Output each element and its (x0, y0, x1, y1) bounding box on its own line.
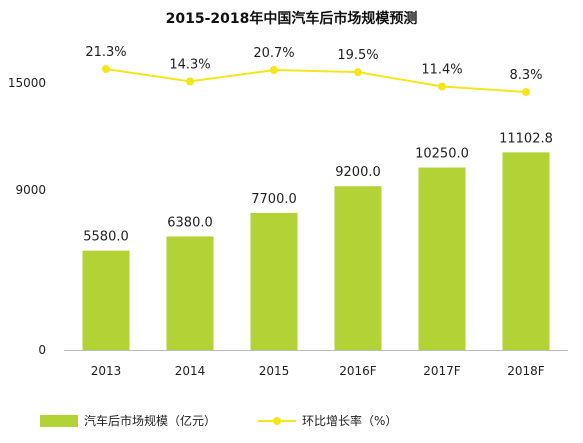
chart-title: 2015-2018年中国汽车后市场规模预测 (165, 11, 418, 27)
bar-value-label: 5580.0 (83, 230, 129, 245)
bar-value-label: 10250.0 (415, 147, 469, 162)
x-tick-label: 2018F (507, 364, 545, 378)
growth-point-2013 (102, 65, 110, 73)
x-tick-label: 2016F (339, 364, 377, 378)
bar-2018F (502, 152, 550, 350)
bar-2016F (334, 186, 382, 350)
growth-value-label: 21.3% (85, 45, 126, 60)
chart-legend: 汽车后市场规模（亿元） 环比增长率（%） (0, 412, 583, 432)
growth-point-2016F (354, 68, 362, 77)
growth-value-label: 20.7% (253, 46, 294, 61)
bar-value-label: 6380.0 (167, 215, 213, 230)
bar-value-label: 7700.0 (251, 192, 297, 207)
y-tick-label: 9000 (15, 183, 46, 197)
x-tick-label: 2013 (91, 364, 122, 378)
legend-item-line: 环比增长率（%） (258, 412, 397, 429)
growth-point-2018F (522, 88, 530, 96)
growth-point-2015 (270, 66, 278, 75)
y-tick-label: 15000 (8, 76, 46, 90)
growth-value-label: 14.3% (169, 57, 210, 72)
bar-2015 (250, 212, 298, 350)
x-tick-label: 2017F (423, 364, 461, 378)
bar-2017F (418, 167, 466, 350)
growth-value-label: 8.3% (509, 68, 542, 83)
growth-point-2014 (186, 77, 194, 86)
legend-line-label: 环比增长率（%） (302, 414, 398, 428)
bar-2014 (166, 236, 214, 350)
growth-value-label: 19.5% (337, 48, 378, 63)
growth-point-2017F (438, 82, 446, 91)
bar-2013 (82, 250, 130, 350)
legend-bar-label: 汽车后市场规模（亿元） (84, 414, 217, 428)
x-tick-label: 2014 (175, 364, 206, 378)
growth-line (105, 68, 527, 93)
x-tick-label: 2015 (259, 364, 290, 378)
y-tick-label: 0 (38, 343, 46, 357)
bar-value-label: 11102.8 (499, 131, 553, 146)
growth-value-label: 11.4% (421, 63, 462, 78)
legend-bar-swatch (40, 414, 78, 427)
legend-item-bar: 汽车后市场规模（亿元） (40, 412, 216, 429)
legend-line-swatch (258, 415, 296, 427)
bar-value-label: 9200.0 (335, 165, 381, 180)
